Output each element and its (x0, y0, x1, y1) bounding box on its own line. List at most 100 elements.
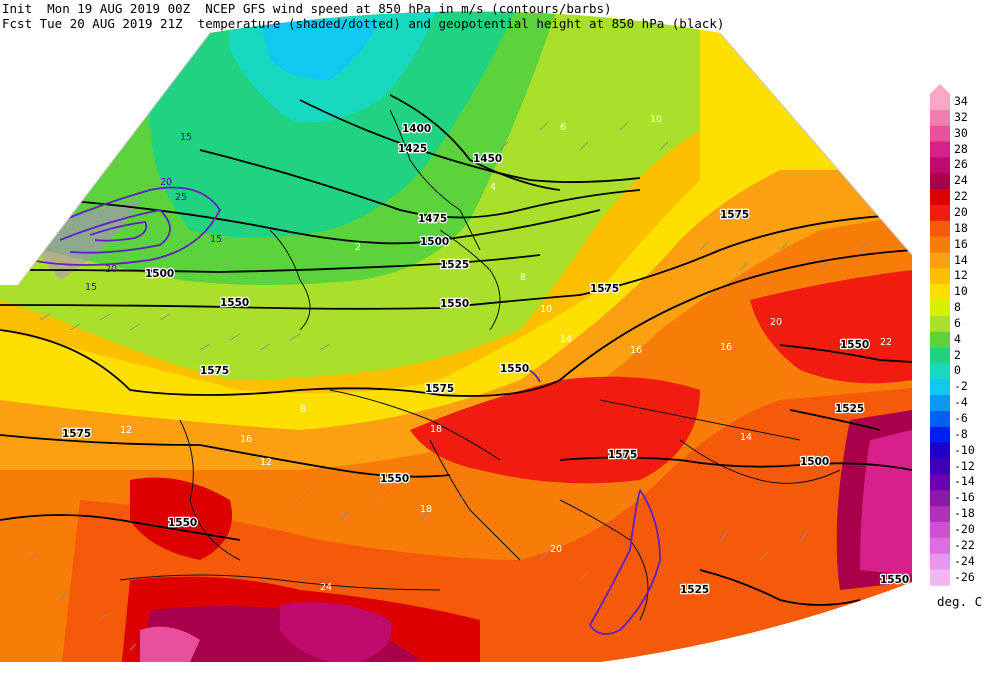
colorbar-tick-label: -18 (954, 506, 975, 521)
height-contour-label: 1475 (418, 213, 447, 225)
colorbar-tick-label: 16 (954, 236, 968, 251)
colorbar-tick-label: -10 (954, 442, 975, 457)
height-contour-label: 1550 (500, 363, 529, 375)
colorbar-tick-label: 6 (954, 315, 961, 330)
height-contour-label: 1425 (398, 143, 427, 155)
colorbar-swatch (930, 315, 950, 333)
colorbar-swatch (930, 553, 950, 570)
colorbar-tick-label: 4 (954, 331, 961, 346)
colorbar-swatch (930, 236, 950, 253)
colorbar-tick-label: 26 (954, 157, 968, 172)
height-contour-label: 1550 (220, 297, 249, 309)
colorbar-swatch (930, 300, 950, 317)
temperature-contour-label: 22 (880, 337, 892, 348)
temperature-contour-label: 10 (650, 114, 662, 125)
temperature-contour-label: 10 (540, 304, 552, 315)
temperature-contour-label: 12 (120, 425, 132, 436)
wind-speed-label: 25 (175, 192, 187, 203)
colorbar-swatch (930, 94, 950, 111)
wind-speed-label: 20 (160, 177, 172, 188)
wind-speed-label: 15 (180, 132, 192, 143)
colorbar-swatch (930, 347, 950, 364)
colorbar-tick-label: 18 (954, 220, 968, 235)
temperature-contour-label: 14 (740, 432, 752, 443)
wind-barbs (29, 121, 869, 651)
height-contour-label: 1550 (440, 298, 469, 310)
height-contour-label: 1575 (425, 383, 454, 395)
colorbar-swatch (930, 490, 950, 507)
colorbar-swatch (930, 442, 950, 460)
height-contour-label: 1500 (420, 236, 449, 248)
colorbar-swatch (930, 426, 950, 444)
colorbar-tick-label: -22 (954, 537, 975, 552)
colorbar-swatch (930, 379, 950, 396)
height-contour-label: 1525 (680, 584, 709, 596)
map-outline (17, 32, 913, 286)
colorbar-tick-label: -6 (954, 411, 968, 425)
temperature-contour-label: 6 (560, 122, 566, 133)
wind-speed-contours (19, 186, 661, 635)
height-contour-label: 1525 (440, 259, 469, 271)
height-contour-label: 1525 (835, 403, 864, 415)
colorbar-swatch (930, 569, 950, 586)
height-contour-label: 1550 (168, 517, 197, 529)
colorbar-tick-label: -2 (954, 379, 968, 394)
temperature-contour-label: 2 (355, 242, 361, 253)
colorbar-tick-label: -4 (954, 395, 968, 410)
forecast-time-title: Fcst Tue 20 AUG 2019 21Z temperature (sh… (2, 16, 725, 31)
colorbar-tick-label: 20 (954, 204, 968, 219)
geopotential-height-contours (0, 94, 912, 606)
colorbar-swatch (930, 506, 950, 523)
height-contour-label: 1575 (62, 428, 91, 440)
colorbar-swatch (930, 458, 950, 475)
height-contour-label: 1575 (590, 283, 619, 295)
colorbar-swatch (930, 411, 950, 428)
temperature-contour-label: 18 (430, 424, 442, 435)
temperature-contour-label: 16 (240, 434, 252, 445)
temperature-contour-label: 16 (720, 342, 732, 353)
colorbar-tick-label: -26 (954, 569, 975, 584)
colorbar-tick-label: 24 (954, 173, 968, 188)
temperature-contour-label: 14 (560, 334, 572, 345)
colorbar-tick-label: 10 (954, 284, 968, 299)
temperature-contour-label: 8 (520, 272, 526, 283)
colorbar-swatch (930, 521, 950, 539)
coastlines (119, 109, 841, 621)
height-contour-label: 1500 (800, 456, 829, 468)
colorbar-swatch (930, 220, 950, 238)
colorbar-swatch (930, 157, 950, 174)
wind-speed-label: 15 (85, 282, 97, 293)
temperature-contour-label: 18 (420, 504, 432, 515)
colorbar-swatch (930, 331, 950, 349)
height-contour-label: 1550 (380, 473, 409, 485)
temperature-colorbar (930, 84, 950, 586)
colorbar-swatch (930, 204, 950, 222)
colorbar-tick-label: 12 (954, 268, 968, 283)
colorbar-tick-label: 30 (954, 125, 968, 140)
height-contour-label: 1575 (200, 365, 229, 377)
temperature-contour-label: 16 (630, 345, 642, 356)
colorbar-tick-label: 34 (954, 94, 968, 108)
height-contour-label: 1450 (473, 153, 502, 165)
temperature-contour-label: 24 (320, 582, 332, 593)
temperature-contour-label: 4 (490, 182, 496, 193)
colorbar-units: deg. C (937, 594, 983, 609)
temperature-contour-label: 8 (300, 404, 306, 415)
height-contour-label: 1400 (402, 123, 431, 135)
colorbar-swatch (930, 173, 950, 190)
colorbar-tick-label: 28 (954, 141, 968, 156)
colorbar-tick-label: -14 (954, 474, 975, 489)
temperature-contour-label: 20 (770, 317, 782, 328)
colorbar-tick-label: 2 (954, 347, 961, 362)
colorbar-tick-label: 22 (954, 189, 968, 204)
colorbar-swatch (930, 141, 950, 158)
colorbar-swatch (930, 284, 950, 301)
colorbar-tick-label: -24 (954, 553, 975, 568)
colorbar-swatch (930, 252, 950, 269)
colorbar-tick-label: -16 (954, 490, 975, 505)
colorbar-swatch (930, 189, 950, 206)
colorbar-swatch (930, 363, 950, 380)
colorbar-arrow-top (930, 84, 950, 94)
